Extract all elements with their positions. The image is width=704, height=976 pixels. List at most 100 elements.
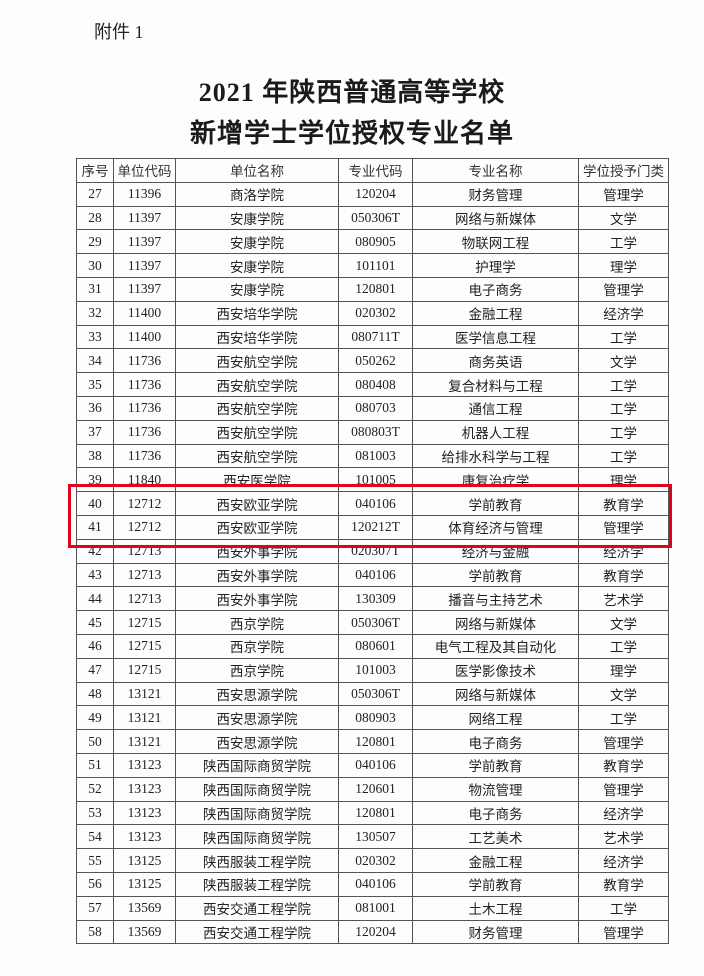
table-row: 54 13123 陕西国际商贸学院 130507 工艺美术 艺术学: [76, 824, 669, 850]
cell-major-name: 学前教育: [412, 562, 579, 588]
header-major-name: 专业名称: [412, 158, 579, 183]
cell-index: 45: [76, 610, 114, 635]
cell-major-name: 物流管理: [412, 776, 579, 802]
cell-major-code: 080803T: [338, 419, 413, 445]
table-row: 49 13121 西安思源学院 080903 网络工程 工学: [76, 705, 669, 731]
table-row: 29 11397 安康学院 080905 物联网工程 工学: [76, 229, 669, 255]
cell-unit-name: 陕西国际商贸学院: [175, 824, 339, 850]
cell-unit-code: 13121: [113, 729, 176, 754]
cell-unit-code: 12713: [113, 562, 176, 588]
cell-index: 50: [76, 729, 114, 754]
cell-index: 48: [76, 681, 114, 707]
cell-index: 58: [76, 919, 114, 945]
cell-degree-category: 教育学: [578, 491, 669, 516]
cell-major-name: 电子商务: [412, 800, 579, 826]
cell-unit-name: 西安航空学院: [175, 419, 339, 445]
cell-degree-category: 艺术学: [578, 586, 669, 612]
cell-unit-code: 11400: [113, 324, 176, 350]
cell-major-code: 080711T: [338, 324, 413, 350]
cell-major-code: 080903: [338, 705, 413, 731]
table-row: 45 12715 西京学院 050306T 网络与新媒体 文学: [76, 610, 669, 635]
cell-major-code: 040106: [338, 562, 413, 588]
cell-degree-category: 工学: [578, 372, 669, 397]
cell-unit-code: 11736: [113, 419, 176, 445]
cell-index: 47: [76, 657, 114, 683]
cell-major-code: 040106: [338, 871, 413, 897]
cell-index: 56: [76, 871, 114, 897]
table-row: 41 12712 西安欧亚学院 120212T 体育经济与管理 管理学: [76, 514, 669, 540]
cell-major-name: 学前教育: [412, 752, 579, 778]
cell-major-name: 工艺美术: [412, 824, 579, 850]
cell-unit-name: 西安航空学院: [175, 395, 339, 421]
cell-major-name: 学前教育: [412, 871, 579, 897]
cell-major-code: 050262: [338, 348, 413, 374]
cell-index: 57: [76, 895, 114, 921]
cell-major-name: 护理学: [412, 253, 579, 278]
cell-major-name: 金融工程: [412, 848, 579, 873]
cell-unit-name: 安康学院: [175, 276, 339, 302]
cell-index: 31: [76, 276, 114, 302]
cell-unit-name: 西安外事学院: [175, 562, 339, 588]
cell-unit-code: 13569: [113, 895, 176, 921]
cell-unit-name: 西安思源学院: [175, 681, 339, 707]
cell-degree-category: 理学: [578, 657, 669, 683]
table-row: 55 13125 陕西服装工程学院 020302 金融工程 经济学: [76, 848, 669, 873]
cell-unit-name: 西安航空学院: [175, 443, 339, 469]
cell-degree-category: 教育学: [578, 562, 669, 588]
table-row: 53 13123 陕西国际商贸学院 120801 电子商务 经济学: [76, 800, 669, 826]
cell-major-name: 给排水科学与工程: [412, 443, 579, 469]
cell-degree-category: 经济学: [578, 800, 669, 826]
cell-degree-category: 文学: [578, 681, 669, 707]
cell-degree-category: 管理学: [578, 514, 669, 540]
cell-major-name: 网络与新媒体: [412, 205, 579, 231]
cell-unit-name: 陕西服装工程学院: [175, 848, 339, 873]
cell-major-code: 101005: [338, 467, 413, 493]
cell-degree-category: 文学: [578, 205, 669, 231]
cell-major-code: 120212T: [338, 514, 413, 540]
cell-index: 30: [76, 253, 114, 278]
cell-unit-code: 13123: [113, 824, 176, 850]
cell-major-code: 120801: [338, 276, 413, 302]
cell-unit-name: 西安航空学院: [175, 372, 339, 397]
cell-major-code: 120801: [338, 729, 413, 754]
table-row: 32 11400 西安培华学院 020302 金融工程 经济学: [76, 300, 669, 326]
attachment-label: 附件 1: [94, 22, 144, 42]
cell-major-code: 050306T: [338, 610, 413, 635]
cell-major-name: 电子商务: [412, 729, 579, 754]
cell-major-code: 080905: [338, 229, 413, 255]
table-row: 27 11396 商洛学院 120204 财务管理 管理学: [76, 181, 669, 207]
cell-index: 52: [76, 776, 114, 802]
cell-unit-code: 12712: [113, 491, 176, 516]
cell-unit-name: 西安欧亚学院: [175, 514, 339, 540]
cell-degree-category: 工学: [578, 895, 669, 921]
cell-degree-category: 工学: [578, 395, 669, 421]
cell-major-name: 播音与主持艺术: [412, 586, 579, 612]
cell-major-code: 120204: [338, 919, 413, 945]
cell-major-name: 商务英语: [412, 348, 579, 374]
cell-major-code: 020302: [338, 300, 413, 326]
cell-degree-category: 教育学: [578, 871, 669, 897]
table-row: 30 11397 安康学院 101101 护理学 理学: [76, 253, 669, 278]
red-highlight-box: [68, 484, 672, 548]
cell-index: 53: [76, 800, 114, 826]
cell-degree-category: 工学: [578, 324, 669, 350]
cell-unit-code: 13125: [113, 848, 176, 873]
table-row: 47 12715 西京学院 101003 医学影像技术 理学: [76, 657, 669, 683]
cell-degree-category: 工学: [578, 633, 669, 659]
cell-major-name: 金融工程: [412, 300, 579, 326]
cell-unit-name: 陕西服装工程学院: [175, 871, 339, 897]
cell-degree-category: 管理学: [578, 776, 669, 802]
table-row: 33 11400 西安培华学院 080711T 医学信息工程 工学: [76, 324, 669, 350]
cell-degree-category: 经济学: [578, 848, 669, 873]
cell-index: 28: [76, 205, 114, 231]
cell-index: 36: [76, 395, 114, 421]
table-row: 50 13121 西安思源学院 120801 电子商务 管理学: [76, 729, 669, 754]
cell-unit-code: 12715: [113, 633, 176, 659]
cell-major-name: 学前教育: [412, 491, 579, 516]
header-unit-name: 单位名称: [175, 158, 339, 183]
cell-index: 34: [76, 348, 114, 374]
cell-unit-name: 安康学院: [175, 205, 339, 231]
cell-degree-category: 理学: [578, 253, 669, 278]
document-title-line2: 新增学士学位授权专业名单: [189, 119, 514, 148]
cell-degree-category: 经济学: [578, 538, 669, 564]
